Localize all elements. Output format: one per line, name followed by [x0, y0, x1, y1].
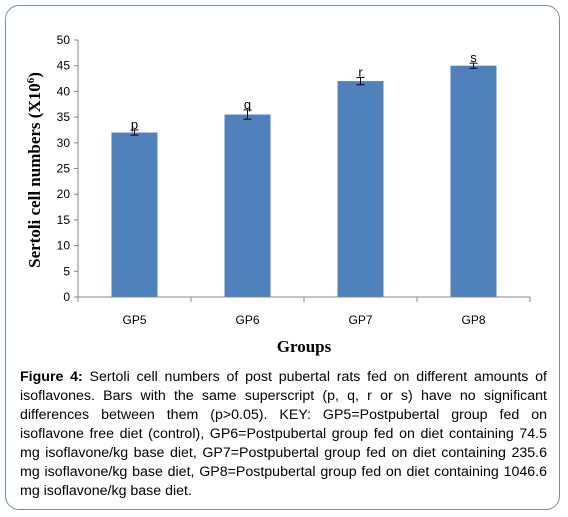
y-axis-label-exponent: 6 — [25, 77, 37, 83]
y-tick-label: 5 — [63, 264, 70, 278]
y-axis-label: Sertoli cell numbers (X106) — [25, 72, 44, 268]
y-tick-label: 15 — [57, 213, 71, 227]
y-tick-label: 0 — [63, 290, 70, 304]
superscript-label: q — [244, 97, 251, 112]
bars: p q r s — [111, 50, 497, 298]
y-tick-label: 50 — [57, 33, 71, 47]
y-tick-label: 35 — [57, 110, 71, 124]
y-tick-label: 30 — [57, 136, 71, 150]
y-tick-label: 10 — [57, 239, 71, 253]
bar-gp5 — [111, 132, 158, 297]
y-axis-ticks: 0 5 10 15 20 25 30 35 40 45 50 — [57, 33, 78, 304]
x-tick-label: GP6 — [235, 313, 259, 327]
x-tick-label: GP7 — [348, 313, 372, 327]
bar-gp7 — [337, 81, 384, 298]
bar-gp6 — [224, 114, 271, 297]
bar-chart: 0 5 10 15 20 25 30 35 40 45 50 p q r s GP5 GP6 GP7 GP8 S… — [25, 33, 531, 356]
y-tick-label: 20 — [57, 187, 71, 201]
x-tick-label: GP5 — [122, 313, 146, 327]
y-axis-label-main: Sertoli cell numbers (X10 — [25, 83, 44, 268]
bar-gp8 — [450, 65, 497, 297]
x-axis-label: Groups — [277, 337, 332, 356]
figure-caption-text: Sertoli cell numbers of post pubertal ra… — [20, 369, 547, 499]
superscript-label: s — [470, 50, 477, 65]
x-axis-ticks: GP5 GP6 GP7 GP8 — [77, 297, 531, 327]
figure-label: Figure 4: — [20, 369, 83, 385]
figure-caption: Figure 4: Sertoli cell numbers of post p… — [20, 368, 547, 501]
y-tick-label: 40 — [57, 84, 71, 98]
y-axis-label-close: ) — [25, 72, 44, 78]
y-tick-label: 45 — [57, 59, 71, 73]
superscript-label: p — [131, 117, 138, 132]
y-tick-label: 25 — [57, 162, 71, 176]
x-tick-label: GP8 — [461, 313, 485, 327]
superscript-label: r — [358, 65, 363, 80]
